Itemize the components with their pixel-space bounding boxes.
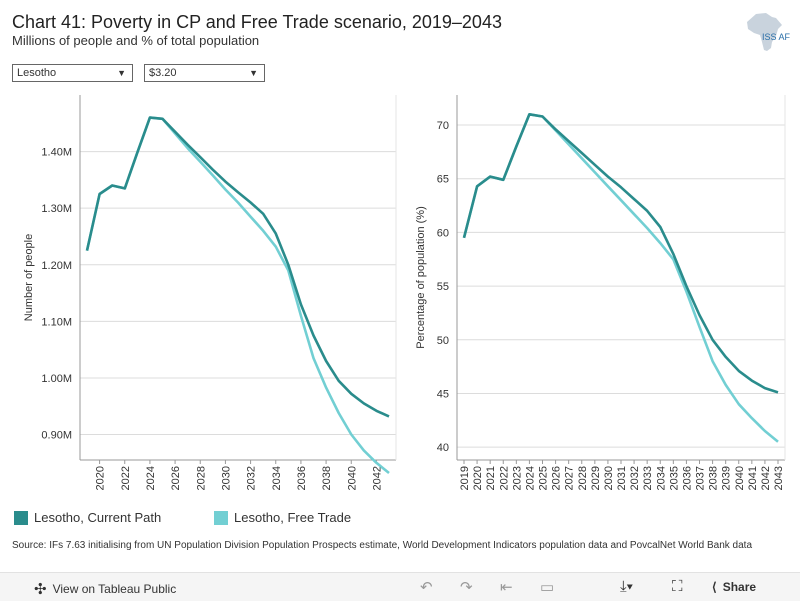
x-tick-label: 2034 [655,466,667,490]
chevron-down-icon: ▼ [249,68,258,78]
x-tick-label: 2039 [721,466,733,490]
threshold-select-value: $3.20 [149,67,177,79]
share-button[interactable]: ⟨ Share [712,580,756,594]
x-tick-label: 2025 [538,466,550,490]
x-tick-label: 2040 [346,466,358,490]
x-tick-label: 2040 [734,466,746,490]
x-tick-label: 2027 [564,466,576,490]
x-tick-label: 2019 [459,466,471,490]
x-tick-label: 2032 [246,466,258,490]
legend-swatch-current-path [14,510,28,525]
y-tick-label: 55 [437,281,449,293]
revert-icon[interactable]: ⇤ [500,579,513,596]
x-tick-label: 2029 [590,466,602,490]
share-label: Share [722,580,757,594]
series-line-free-trade [462,113,779,443]
y-tick-label: 0.90M [41,430,72,442]
legend-current-path[interactable]: Lesotho, Current Path [14,510,161,525]
legend-label: Lesotho, Free Trade [234,510,352,525]
x-tick-label: 2021 [485,466,497,490]
page-title: Chart 41: Poverty in CP and Free Trade s… [12,12,502,32]
x-tick-label: 2041 [747,466,759,490]
x-tick-label: 2042 [760,466,772,490]
x-tick-label: 2030 [220,466,232,490]
x-tick-label: 2030 [603,466,615,490]
download-icon[interactable]: ⤓▾ [620,578,633,595]
country-select-value: Lesotho [17,67,57,79]
legend-label: Lesotho, Current Path [34,510,162,525]
x-tick-label: 2034 [271,466,283,490]
x-tick-label: 2020 [95,466,107,490]
x-tick-label: 2026 [170,466,182,490]
x-tick-label: 2043 [773,466,785,490]
fullscreen-icon[interactable]: ⛶ [672,578,683,595]
y-tick-label: 50 [437,335,449,347]
x-tick-label: 2026 [551,466,563,490]
tableau-footer: ✣ View on Tableau Public ↶ ↷ ⇤ ▭ ⤓▾ ⛶ ⟨ … [0,572,800,601]
y-tick-label: 40 [437,442,449,454]
y-tick-label: 65 [437,174,449,186]
view-on-tableau-label: View on Tableau Public [52,582,177,596]
x-tick-label: 2033 [642,466,654,490]
y-tick-label: 1.20M [41,260,72,272]
share-icon: ⟨ [712,580,717,594]
africa-map-icon [747,13,782,51]
legend-swatch-free-trade [214,510,228,525]
x-tick-label: 2024 [524,466,536,490]
threshold-select[interactable]: $3.20 ▼ [144,64,265,82]
tableau-icon: ✣ [34,581,47,598]
series-line-current-path [85,116,390,418]
x-tick-label: 2042 [371,466,383,490]
x-tick-label: 2022 [498,466,510,490]
x-tick-label: 2038 [708,466,720,490]
x-tick-label: 2036 [681,466,693,490]
y-tick-label: 1.10M [41,316,72,328]
y-tick-label: 1.40M [41,147,72,159]
y-tick-label: 1.30M [41,203,72,215]
x-tick-label: 2020 [472,466,484,490]
x-tick-label: 2028 [195,466,207,490]
page-subtitle: Millions of people and % of total popula… [12,33,260,48]
y-axis-title: Percentage of population (%) [415,206,427,348]
legend-free-trade[interactable]: Lesotho, Free Trade [214,510,351,525]
country-select[interactable]: Lesotho ▼ [12,64,133,82]
x-tick-label: 2031 [616,466,628,490]
undo-icon[interactable]: ↶ [420,579,433,596]
y-axis-title: Number of people [23,234,35,321]
y-tick-label: 1.00M [41,373,72,385]
chevron-down-icon: ▼ [117,68,126,78]
pause-icon[interactable]: ▭ [540,579,555,596]
iss-africa-logo: ISS AFI [747,13,790,51]
y-tick-label: 70 [437,120,449,132]
source-note: Source: IFs 7.63 initialising from UN Po… [12,540,753,551]
series-line-current-path [462,113,779,394]
redo-icon[interactable]: ↷ [460,579,473,596]
view-on-tableau-link[interactable]: ✣ View on Tableau Public [34,580,176,598]
logo-text: ISS AFI [762,32,790,42]
y-tick-label: 60 [437,227,449,239]
x-tick-label: 2036 [296,466,308,490]
x-tick-label: 2032 [629,466,641,490]
x-tick-label: 2035 [668,466,680,490]
x-tick-label: 2024 [145,466,157,490]
x-tick-label: 2028 [577,466,589,490]
x-tick-label: 2022 [120,466,132,490]
x-tick-label: 2037 [695,466,707,490]
x-tick-label: 2038 [321,466,333,490]
y-tick-label: 45 [437,388,449,400]
x-tick-label: 2023 [511,466,523,490]
